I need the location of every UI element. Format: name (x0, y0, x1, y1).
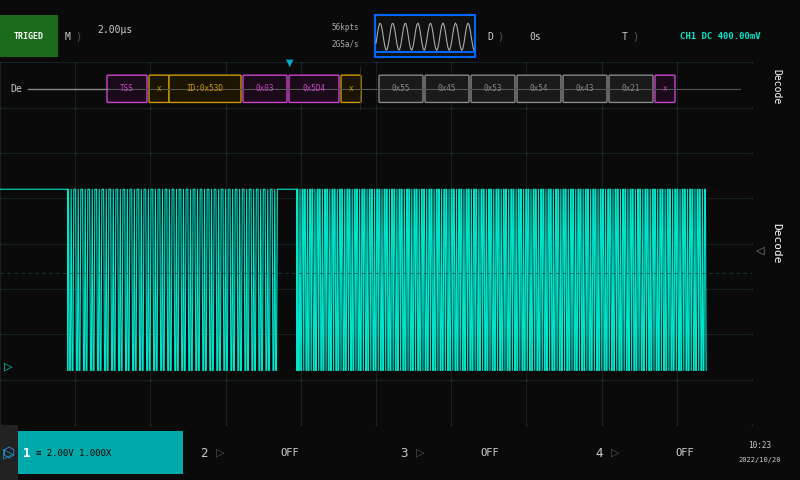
Text: CH1 DC 400.00mV: CH1 DC 400.00mV (680, 32, 760, 41)
Text: ▷: ▷ (4, 362, 12, 372)
Text: De: De (10, 84, 22, 94)
Text: 0x53: 0x53 (484, 84, 502, 93)
Text: TRIGED: TRIGED (14, 32, 44, 41)
Text: 0x5D4: 0x5D4 (302, 84, 326, 93)
FancyBboxPatch shape (243, 75, 287, 102)
Text: ▷: ▷ (416, 448, 425, 458)
FancyBboxPatch shape (289, 75, 339, 102)
FancyBboxPatch shape (375, 15, 475, 57)
Text: 0x21: 0x21 (622, 84, 640, 93)
Text: Decode: Decode (771, 69, 781, 104)
Text: 0x45: 0x45 (438, 84, 456, 93)
Text: ◁: ◁ (756, 246, 764, 256)
Text: M: M (65, 32, 71, 42)
Text: ID:0x53D: ID:0x53D (186, 84, 223, 93)
FancyBboxPatch shape (341, 75, 361, 102)
Text: 10:23: 10:23 (749, 441, 771, 450)
FancyBboxPatch shape (0, 15, 58, 57)
FancyBboxPatch shape (0, 425, 18, 480)
Text: 2022/10/20: 2022/10/20 (738, 457, 782, 463)
Text: 3: 3 (400, 446, 407, 459)
FancyBboxPatch shape (169, 75, 241, 102)
FancyBboxPatch shape (379, 75, 423, 102)
FancyBboxPatch shape (107, 75, 147, 102)
Text: 2GSa/s: 2GSa/s (331, 39, 359, 48)
FancyBboxPatch shape (609, 75, 653, 102)
Text: OFF: OFF (481, 448, 499, 458)
Text: ≡ 2.00V 1.000X: ≡ 2.00V 1.000X (36, 448, 111, 457)
FancyBboxPatch shape (425, 75, 469, 102)
FancyBboxPatch shape (18, 431, 183, 474)
Text: ▷: ▷ (611, 448, 619, 458)
FancyBboxPatch shape (517, 75, 561, 102)
FancyBboxPatch shape (149, 75, 169, 102)
Text: 0x55: 0x55 (392, 84, 410, 93)
Text: 0x54: 0x54 (530, 84, 548, 93)
Text: ▷: ▷ (2, 446, 14, 460)
Text: 0s: 0s (529, 32, 541, 42)
Text: ⟩: ⟩ (633, 32, 637, 42)
Text: 56kpts: 56kpts (331, 23, 359, 32)
Text: Decode: Decode (771, 223, 781, 264)
Text: OFF: OFF (676, 448, 694, 458)
Text: D: D (487, 32, 493, 42)
Text: x: x (349, 84, 354, 93)
Text: x: x (157, 84, 162, 93)
Text: TSS: TSS (120, 84, 134, 93)
Text: 2.00µs: 2.00µs (98, 25, 133, 35)
Text: ⟩: ⟩ (498, 32, 502, 42)
FancyBboxPatch shape (563, 75, 607, 102)
Text: 0x03: 0x03 (256, 84, 274, 93)
Text: 2: 2 (200, 446, 207, 459)
Text: OFF: OFF (281, 448, 299, 458)
FancyBboxPatch shape (471, 75, 515, 102)
Text: ▼: ▼ (286, 58, 294, 67)
Text: 4: 4 (595, 446, 602, 459)
Text: ⬡: ⬡ (3, 446, 15, 460)
Text: 0x43: 0x43 (576, 84, 594, 93)
Text: T: T (622, 32, 628, 42)
Text: ⟩: ⟩ (76, 32, 80, 42)
Text: 1: 1 (23, 446, 30, 459)
Text: x: x (662, 84, 667, 93)
FancyBboxPatch shape (655, 75, 675, 102)
Text: ▷: ▷ (216, 448, 225, 458)
